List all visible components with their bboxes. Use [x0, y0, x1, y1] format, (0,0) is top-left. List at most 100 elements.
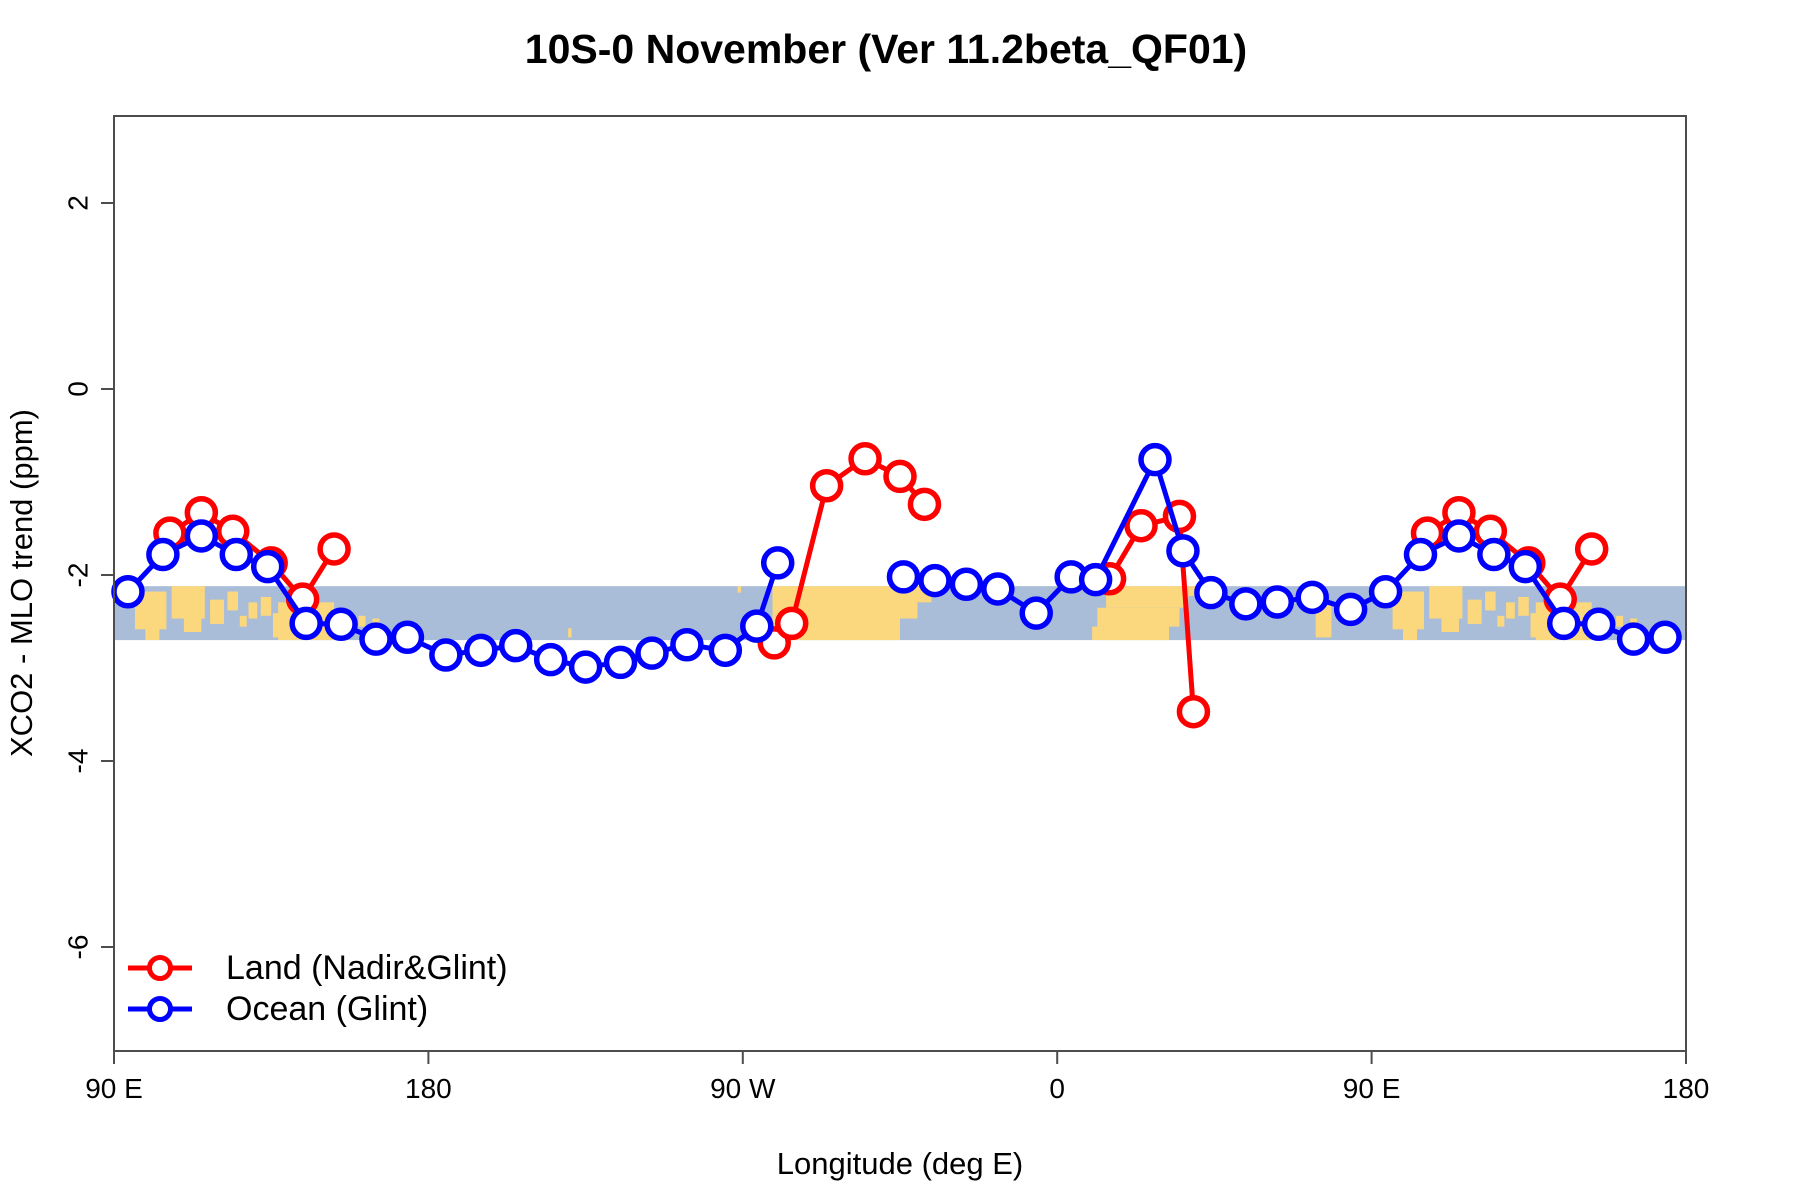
x-axis-label: Longitude (deg E): [776, 1146, 1024, 1181]
map-strip-land-patch: [900, 586, 918, 619]
ocean-data-point: [359, 622, 393, 656]
ocean-data-point: [1616, 622, 1651, 656]
map-strip-land-patch: [1429, 586, 1463, 619]
ocean-data-point: [886, 560, 921, 594]
x-axis-tick-label: 90 E: [1343, 1073, 1401, 1104]
x-axis-tick-label: 0: [1049, 1073, 1065, 1104]
map-strip-land-patch: [1506, 602, 1515, 619]
ocean-data-point: [390, 620, 425, 655]
ocean-data-point: [603, 645, 638, 680]
ocean-data-point: [289, 606, 323, 641]
map-strip-land-patch: [1403, 626, 1418, 641]
map-strip-land-patch: [210, 599, 225, 624]
legend-marker: [147, 996, 173, 1022]
y-axis-tick-label: 0: [63, 381, 94, 397]
x-axis-tick-label: 90 W: [710, 1073, 776, 1104]
y-axis-tick-label: 2: [63, 195, 94, 211]
legend-label: Land (Nadir&Glint): [226, 949, 508, 987]
map-strip-land-patch: [568, 628, 572, 638]
ocean-data-point: [533, 642, 568, 677]
map-strip-land-patch: [260, 596, 272, 616]
land-data-point: [809, 468, 844, 503]
map-strip-land-patch: [183, 618, 202, 633]
ocean-data-point: [1508, 549, 1543, 584]
ocean-data-point: [740, 609, 774, 643]
map-strip-land-patch: [1497, 615, 1505, 627]
ocean-data-point: [1019, 596, 1053, 630]
land-data-point: [848, 442, 882, 476]
map-strip-land-patch: [1441, 618, 1459, 633]
ocean-data-point: [670, 628, 704, 662]
land-data-point: [907, 487, 942, 522]
ocean-data-point: [1403, 537, 1438, 572]
map-strip-land-patch: [1315, 605, 1332, 638]
legend-label: Ocean (Glint): [226, 990, 428, 1028]
map-strip-land-patch: [171, 586, 205, 619]
map-strip-land-patch: [272, 613, 284, 638]
chart-title: 10S-0 November (Ver 11.2beta_QF01): [524, 26, 1248, 72]
land-data-point: [774, 606, 809, 641]
ocean-data-point: [1442, 519, 1476, 553]
y-axis-tick-label: -4: [63, 749, 94, 774]
ocean-data-point: [1333, 592, 1368, 627]
plot-border: [113, 115, 1687, 1052]
map-strip-land-patch: [1616, 615, 1624, 627]
land-line-segment: [1107, 513, 1196, 715]
map-strip-land-patch: [227, 591, 239, 611]
ocean-data-point: [1295, 580, 1329, 615]
x-axis-tick-label: 90 E: [85, 1073, 143, 1104]
ocean-data-point: [760, 546, 795, 580]
ocean-data-point: [464, 633, 498, 668]
x-axis-tick-label: 180: [405, 1073, 452, 1104]
map-strip-land-patch: [1188, 586, 1196, 596]
ocean-data-point: [635, 636, 669, 670]
map-strip-land-patch: [145, 626, 160, 641]
map-strip-land-patch: [248, 602, 258, 619]
ocean-data-point: [568, 650, 603, 684]
ocean-data-point: [498, 628, 533, 663]
ocean-data-point: [111, 574, 145, 609]
ocean-data-point: [918, 563, 952, 598]
ocean-data-point: [184, 519, 219, 553]
ocean-data-point: [324, 607, 358, 642]
ocean-data-point: [1078, 562, 1113, 597]
map-strip-land-patch: [239, 615, 247, 627]
ocean-data-point: [1138, 442, 1172, 477]
ocean-data-point: [949, 567, 984, 602]
map-strip-land-patch: [1467, 599, 1482, 624]
ocean-data-point: [708, 633, 743, 668]
ocean-data-point: [1368, 574, 1403, 609]
land-data-point: [1176, 694, 1211, 729]
map-strip-land-patch: [737, 586, 742, 593]
map-strip-land-patch: [1092, 626, 1169, 641]
ocean-data-point: [1194, 575, 1228, 610]
ocean-data-point: [1648, 620, 1682, 655]
legend-marker: [147, 955, 173, 981]
ocean-data-point: [1229, 587, 1263, 621]
ocean-data-point: [1546, 606, 1581, 641]
map-strip-land-patch: [1518, 596, 1529, 616]
land-data-point: [883, 459, 917, 494]
ocean-data-point: [146, 537, 180, 572]
y-axis-label: XCO2 - MLO trend (ppm): [4, 409, 39, 757]
ocean-data-point: [1260, 585, 1295, 619]
ocean-data-point: [219, 537, 254, 572]
y-axis-tick-label: -2: [63, 563, 94, 588]
map-strip-land-patch: [1485, 591, 1496, 611]
map-strip-land-patch: [1106, 586, 1189, 608]
x-axis-tick-label: 180: [1663, 1073, 1710, 1104]
map-strip-land-patch: [358, 615, 366, 627]
ocean-data-point: [1477, 537, 1511, 572]
land-data-point: [1124, 508, 1158, 543]
ocean-data-point: [981, 572, 1015, 606]
land-data-point: [1574, 532, 1609, 566]
ocean-data-point: [429, 638, 463, 672]
ocean-data-point: [1581, 607, 1616, 642]
map-strip-land-patch: [1097, 607, 1180, 627]
ocean-data-point: [250, 549, 285, 584]
ocean-data-point: [1166, 534, 1200, 568]
y-axis-tick-label: -6: [63, 935, 94, 960]
land-data-point: [317, 532, 351, 566]
